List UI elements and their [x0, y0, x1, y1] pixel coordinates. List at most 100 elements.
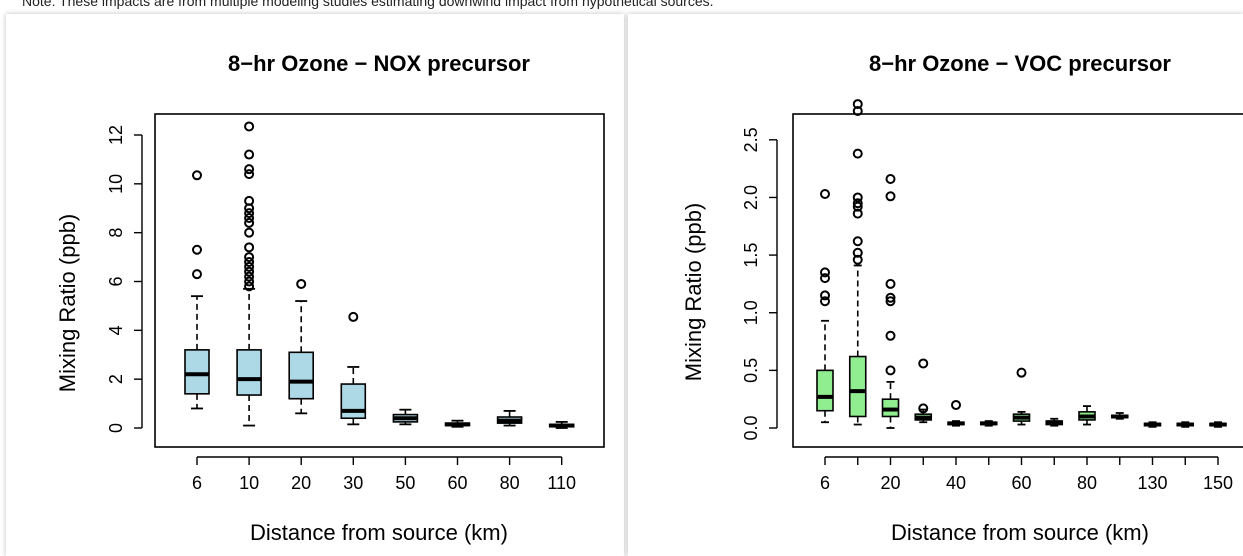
- voc-chart-title: 8−hr Ozone − VOC precursor: [869, 51, 1171, 76]
- nox-y-tick-label: 8: [106, 228, 126, 238]
- outlier-point: [951, 399, 961, 410]
- outlier-point: [244, 121, 255, 132]
- outlier-point: [244, 213, 255, 224]
- outlier-point: [192, 269, 202, 280]
- voc-box-10: [848, 99, 867, 426]
- voc-box-80: [1078, 405, 1096, 426]
- voc-box-60: [1012, 367, 1031, 426]
- nox-x-tick-label: 60: [447, 473, 467, 493]
- voc-y-tick-label: 0.0: [741, 415, 761, 440]
- nox-boxplot-chart: 8−hr Ozone − NOX precursor Distance from…: [55, 51, 605, 545]
- outlier-point: [852, 247, 863, 258]
- outlier-point: [244, 195, 255, 206]
- nox-y-tick-label: 2: [106, 374, 126, 384]
- outlier-point: [244, 256, 255, 267]
- nox-y-axis-label: Mixing Ratio (ppb): [55, 214, 80, 393]
- outlier-point: [244, 276, 255, 287]
- voc-x-tick-label: 150: [1203, 473, 1233, 493]
- outlier-point: [244, 242, 255, 253]
- outlier-point: [852, 208, 863, 219]
- outlier-point: [885, 330, 896, 341]
- voc-x-tick-label: 80: [1077, 473, 1097, 493]
- nox-box-10: [236, 121, 262, 427]
- outlier-point: [852, 254, 863, 265]
- nox-plot-frame: [154, 113, 605, 448]
- iqr-box: [340, 383, 367, 420]
- outlier-point: [820, 273, 830, 284]
- voc-x-tick-label: 60: [1011, 473, 1031, 493]
- nox-x-tick-label: 20: [291, 473, 311, 493]
- outlier-point: [885, 365, 896, 376]
- nox-y-tick-label: 0: [106, 423, 126, 433]
- iqr-box: [184, 349, 210, 395]
- outlier-point: [296, 278, 307, 289]
- voc-y-axis-label: Mixing Ratio (ppb): [681, 203, 706, 382]
- nox-box-30: [340, 311, 367, 426]
- iqr-box: [848, 355, 867, 418]
- voc-plot-frame: [792, 113, 1243, 448]
- voc-x-axis-label: Distance from source (km): [891, 520, 1149, 545]
- iqr-box: [236, 349, 262, 396]
- outlier-point: [192, 170, 202, 181]
- outlier-point: [852, 148, 863, 159]
- nox-y-tick-label: 4: [106, 325, 126, 335]
- nox-x-axis-label: Distance from source (km): [250, 520, 508, 545]
- outlier-point: [244, 252, 255, 263]
- nox-y-tick-label: 6: [106, 276, 126, 286]
- outlier-point: [852, 99, 863, 110]
- voc-box-100: [1110, 412, 1129, 420]
- voc-y-tick-label: 1.0: [741, 300, 761, 325]
- voc-box-150: [1209, 421, 1227, 428]
- outlier-point: [820, 296, 830, 307]
- voc-box-50: [979, 420, 998, 427]
- outlier-point: [244, 164, 255, 175]
- outlier-point: [918, 403, 929, 414]
- voc-y-tick-label: 2.0: [741, 185, 761, 210]
- outlier-point: [244, 227, 255, 238]
- nox-box-6: [184, 170, 210, 410]
- voc-box-40: [947, 399, 965, 427]
- nox-x-tick-label: 50: [395, 473, 415, 493]
- voc-box-70: [1045, 417, 1064, 427]
- voc-x-tick-label: 40: [946, 473, 966, 493]
- voc-box-140: [1176, 421, 1195, 428]
- voc-x-tick-label: 6: [820, 473, 830, 493]
- outlier-point: [885, 191, 896, 202]
- nox-x-tick-label: 80: [500, 473, 520, 493]
- nox-x-tick-label: 10: [239, 473, 259, 493]
- voc-chart-panel: 8−hr Ozone − VOC precursor Distance from…: [628, 14, 1243, 556]
- nox-box-80: [496, 410, 523, 427]
- outlier-point: [852, 106, 863, 116]
- outlier-point: [852, 192, 863, 203]
- voc-x-tick-label: 20: [880, 473, 900, 493]
- outlier-point: [852, 198, 863, 209]
- outlier-point: [820, 188, 830, 199]
- voc-y-tick-label: 2.5: [741, 127, 761, 152]
- nox-box-60: [444, 419, 471, 428]
- iqr-box: [288, 351, 315, 400]
- outlier-point: [244, 281, 255, 292]
- voc-y-tick-label: 1.5: [741, 243, 761, 268]
- nox-box-20: [288, 278, 315, 415]
- voc-box-30: [914, 358, 933, 424]
- voc-x-tick-label: 130: [1137, 473, 1167, 493]
- voc-y-tick-label: 0.5: [741, 358, 761, 383]
- outlier-point: [244, 217, 255, 228]
- outlier-point: [852, 201, 863, 212]
- nox-x-tick-label: 110: [547, 473, 576, 493]
- outlier-point: [885, 174, 896, 185]
- outlier-point: [244, 266, 255, 277]
- outlier-point: [244, 208, 255, 219]
- outlier-point: [244, 271, 255, 282]
- voc-box-20: [881, 174, 900, 429]
- outlier-point: [244, 149, 255, 160]
- nox-x-tick-label: 6: [192, 473, 202, 493]
- outlier-point: [918, 358, 929, 369]
- outlier-point: [820, 290, 830, 301]
- outlier-point: [1016, 367, 1027, 378]
- outlier-point: [192, 244, 202, 255]
- outlier-point: [885, 292, 896, 303]
- nox-chart-panel: 8−hr Ozone − NOX precursor Distance from…: [6, 14, 624, 556]
- outlier-point: [348, 311, 359, 322]
- nox-y-tick-label: 12: [106, 125, 126, 145]
